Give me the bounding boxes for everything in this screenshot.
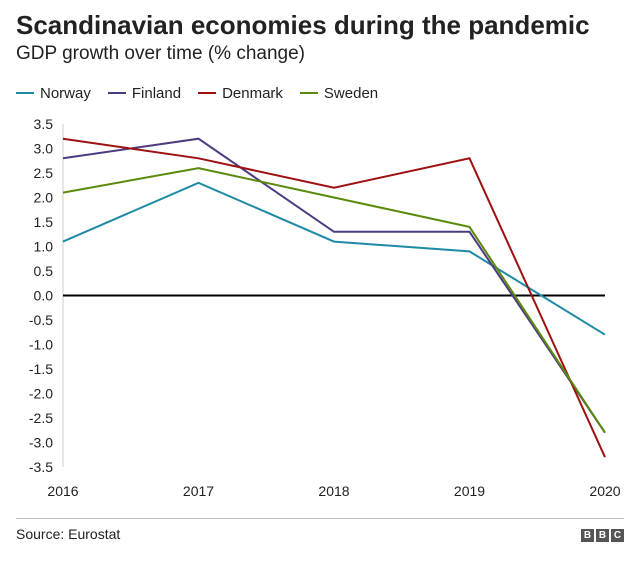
legend-swatch-finland xyxy=(107,92,126,94)
legend-swatch-denmark xyxy=(198,92,217,94)
chart-subtitle: GDP growth over time (% change) xyxy=(16,43,305,64)
y-tick-label: 3.0 xyxy=(34,141,54,157)
line-chart: 3.5 3.0 2.5 2.0 1.5 1.0 0.5 0.0 -0.5 -1.0 -1.5 -2.0… xyxy=(29,116,621,499)
legend-label-sweden: Sweden xyxy=(323,84,379,102)
legend-item-finland: Finland xyxy=(107,84,182,102)
series-line-sweden xyxy=(62,167,606,434)
bbc-logo-letter-3: C xyxy=(611,529,624,542)
legend-label-norway: Norway xyxy=(40,84,91,102)
x-tick-label: 2016 xyxy=(47,483,78,499)
y-tick-label: -1.0 xyxy=(29,337,53,353)
legend-item-sweden: Sweden xyxy=(299,84,379,102)
series-line-norway xyxy=(62,181,606,336)
legend: Norway Finland Denmark Sweden xyxy=(16,83,395,103)
y-tick-label: 0.5 xyxy=(34,263,54,279)
y-tick-label: -2.0 xyxy=(29,386,53,402)
legend-label-finland: Finland xyxy=(131,84,182,102)
x-tick-label: 2019 xyxy=(454,483,485,499)
chart-title: Scandinavian economies during the pandem… xyxy=(16,10,590,40)
bbc-logo: B B C xyxy=(579,529,624,542)
y-tick-label: -3.0 xyxy=(29,435,53,451)
y-tick-label: 2.0 xyxy=(34,190,54,206)
y-tick-label: -3.5 xyxy=(29,459,53,475)
y-tick-label: -2.5 xyxy=(29,410,53,426)
series-line-finland xyxy=(62,137,606,434)
y-tick-label: 2.5 xyxy=(34,165,54,181)
legend-label-denmark: Denmark xyxy=(222,84,283,102)
bbc-logo-letter-2: B xyxy=(596,529,609,542)
bbc-logo-letter-1: B xyxy=(581,529,594,542)
source-note: Source: Eurostat xyxy=(16,526,121,542)
x-tick-label: 2020 xyxy=(589,483,620,499)
y-tick-label: -0.5 xyxy=(29,312,53,328)
legend-swatch-norway xyxy=(16,92,34,94)
x-tick-label: 2018 xyxy=(318,483,349,499)
y-tick-label: 1.5 xyxy=(34,214,54,230)
series-line-denmark xyxy=(62,137,606,458)
legend-item-denmark: Denmark xyxy=(198,85,283,102)
y-tick-label: 3.5 xyxy=(34,116,54,132)
y-tick-label: -1.5 xyxy=(29,361,53,377)
y-tick-label: 1.0 xyxy=(34,239,54,255)
y-tick-label: 0.0 xyxy=(34,288,54,304)
legend-swatch-sweden xyxy=(299,92,318,94)
x-tick-label: 2017 xyxy=(183,483,214,499)
footer-divider xyxy=(16,518,624,519)
legend-item-norway: Norway xyxy=(16,85,91,102)
